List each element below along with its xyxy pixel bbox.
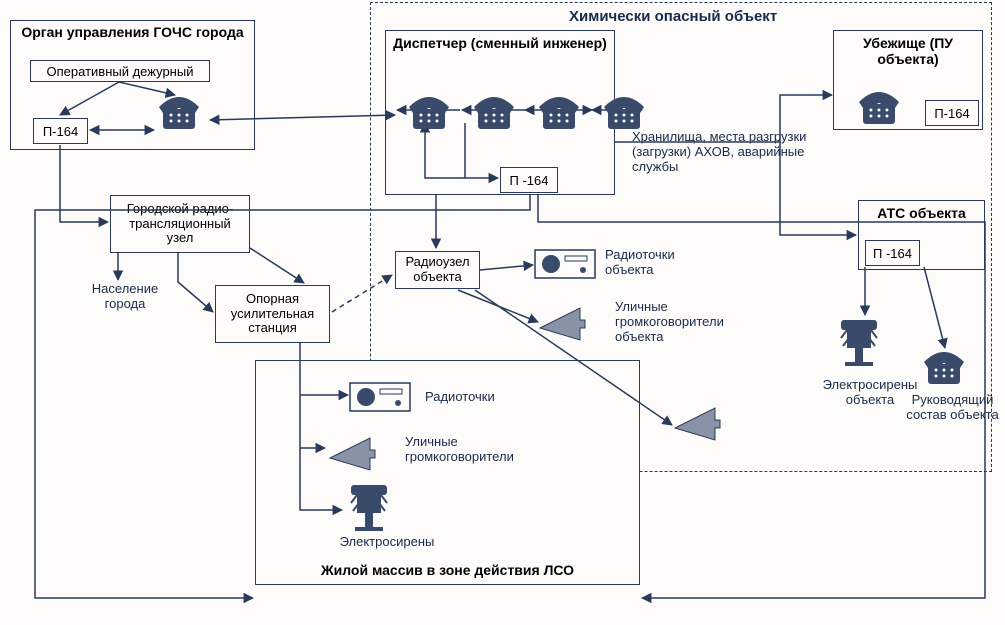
node-p164-disp: П -164 <box>500 167 558 193</box>
node-p164-gochs: П-164 <box>33 118 88 144</box>
label-storage: Хранилища, места разгрузки (загрузки) АХ… <box>632 130 832 175</box>
label-speakers: Уличные громкоговорители <box>405 435 525 465</box>
node-amp: Опорная усилительная станция <box>215 285 330 343</box>
node-op-duty: Оперативный дежурный <box>30 60 210 82</box>
diagram-canvas: Химически опасный объект Орган управлени… <box>0 0 1005 625</box>
label-sirens: Электросирены <box>327 535 447 550</box>
title-residential: Жилой массив в зоне действия ЛСО <box>321 562 574 578</box>
node-p164-ats: П -164 <box>865 240 920 266</box>
title-shelter: Убежище (ПУ объекта) <box>838 35 978 67</box>
label-population: Население города <box>75 282 175 312</box>
node-radio-obj: Радиоузел объекта <box>395 251 480 289</box>
title-ats: АТС объекта <box>877 205 966 221</box>
label-speakers-obj: Уличные громкоговорители объекта <box>615 300 745 345</box>
title-dispatcher: Диспетчер (сменный инженер) <box>393 35 607 51</box>
label-radiopoints-obj: Радиоточки объекта <box>605 248 705 278</box>
title-hazard: Химически опасный объект <box>565 8 781 25</box>
label-radiopoints: Радиоточки <box>425 390 525 405</box>
title-gochs: Орган управления ГОЧС города <box>21 25 243 40</box>
label-mgmt: Руководящий состав объекта <box>905 393 1000 423</box>
node-p164-shelter: П-164 <box>925 100 979 126</box>
node-radio-city: Городской радио-трансляционный узел <box>110 195 250 253</box>
